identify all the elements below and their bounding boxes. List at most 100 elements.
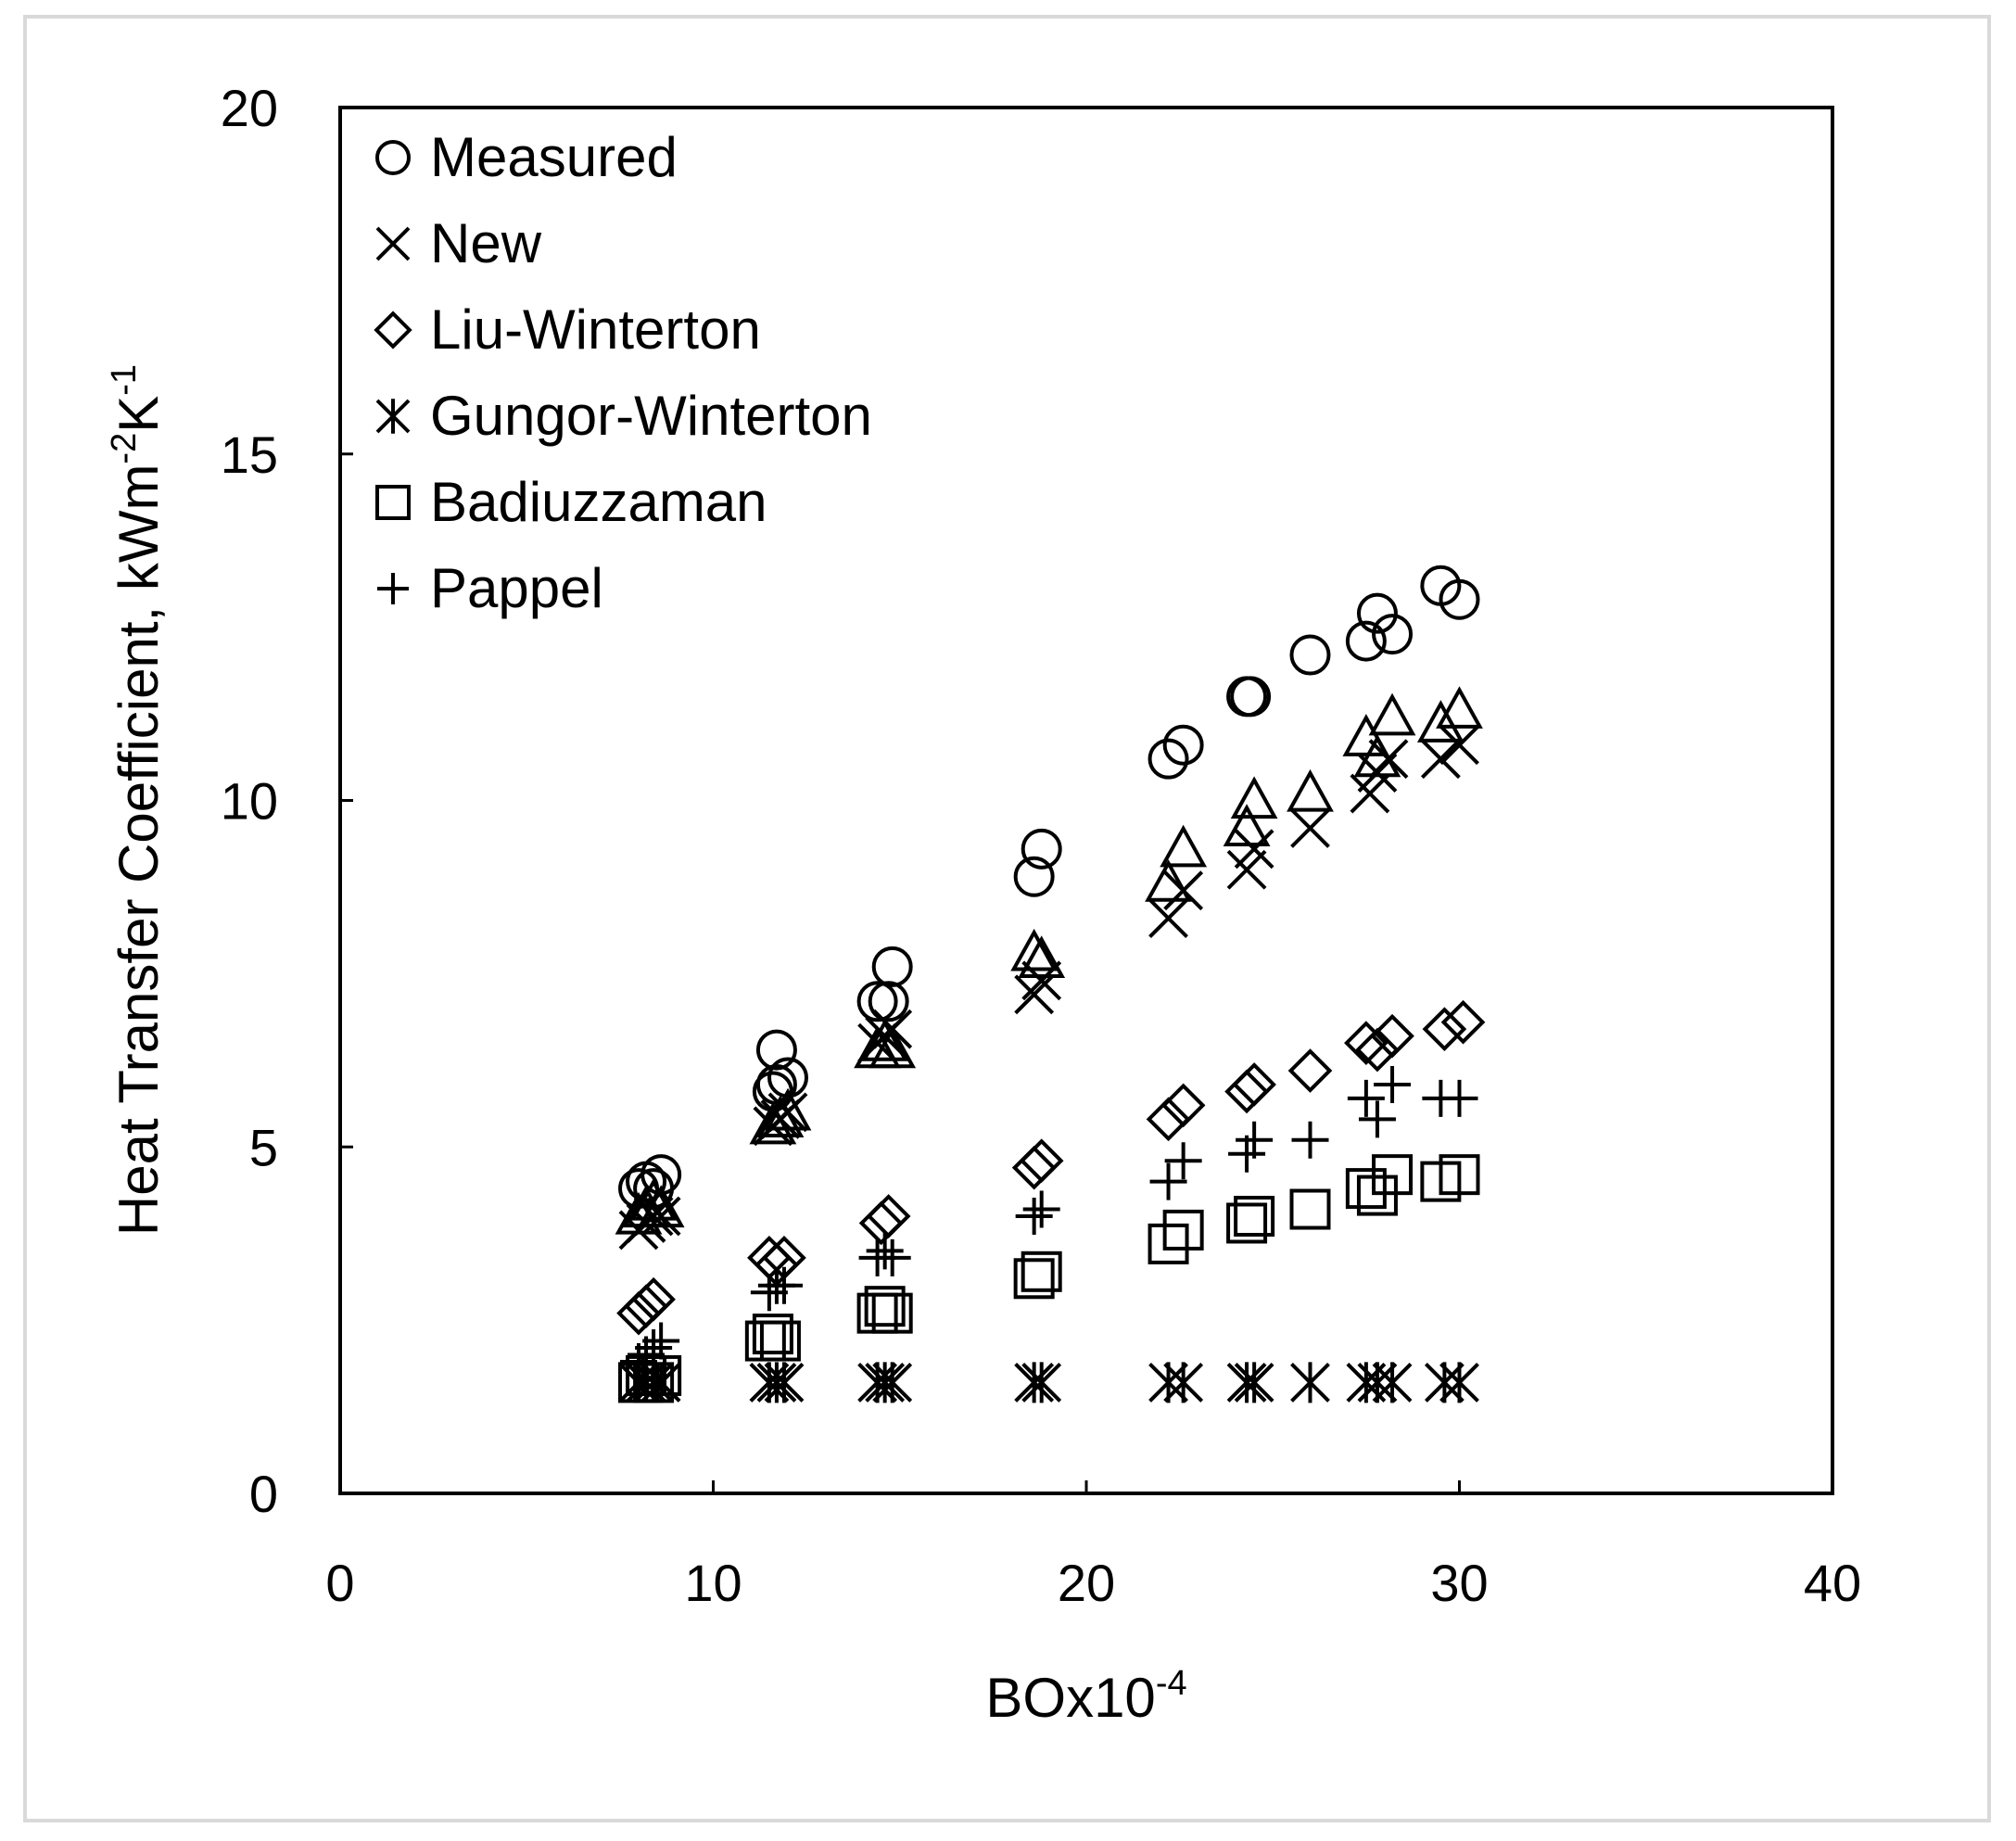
square-marker <box>1289 1188 1331 1230</box>
x-tick-label: 30 <box>1430 1554 1488 1612</box>
square-marker <box>1372 1154 1414 1196</box>
y-axis-label-main: Heat Transfer Coefficient, kWm <box>108 464 170 1237</box>
square-marker <box>864 1286 906 1327</box>
plus-marker <box>1440 1079 1478 1117</box>
legend-entry: Measured <box>375 126 678 188</box>
series-plus <box>620 1065 1478 1380</box>
legend-entry: Pappel <box>377 557 603 619</box>
x-tick-label: 10 <box>684 1554 742 1612</box>
asterisk-marker <box>1290 1362 1330 1403</box>
triangle-marker <box>1160 824 1208 868</box>
asterisk-marker <box>872 1362 913 1403</box>
diamond-marker <box>1287 1048 1333 1093</box>
y-axis-label-unit: K <box>108 396 170 433</box>
square-marker <box>752 1314 793 1355</box>
legend-label: Gungor-Winterton <box>430 385 872 447</box>
triangle-marker <box>869 1025 917 1069</box>
diamond-marker <box>1422 1007 1467 1052</box>
diamond-marker <box>1355 1027 1400 1073</box>
square-marker <box>1147 1223 1189 1264</box>
diamond-marker <box>858 1200 904 1246</box>
square-marker <box>1013 1258 1055 1300</box>
diamond-marker <box>1370 1013 1414 1059</box>
triangle-marker <box>1287 768 1334 812</box>
triangle-marker <box>629 1177 678 1221</box>
circle-marker <box>1147 738 1189 780</box>
x-axis-label: BOx10-4 <box>985 1664 1186 1729</box>
asterisk-marker <box>764 1362 805 1403</box>
diamond-marker <box>1160 1083 1206 1128</box>
diamond-marker <box>374 311 412 349</box>
diamond-marker <box>1440 999 1486 1045</box>
triangle-marker <box>1223 804 1271 846</box>
x-marker <box>1148 898 1188 938</box>
x-marker <box>1439 725 1479 766</box>
axis-ticks <box>338 106 1834 1495</box>
triangle-marker <box>1368 692 1416 736</box>
triangle-marker <box>756 1095 805 1137</box>
diamond-marker <box>1232 1062 1276 1107</box>
y-axis-label: Heat Transfer Coefficient, kWm-2K-1 <box>105 364 170 1236</box>
legend-label: Pappel <box>430 557 603 619</box>
diamond-marker <box>866 1194 911 1238</box>
x-tick-label: 0 <box>325 1554 354 1612</box>
y-axis-label-exponent-1: -2 <box>105 433 144 464</box>
diamond-marker <box>1344 1021 1388 1065</box>
diamond-marker <box>631 1276 676 1322</box>
legend-entry: Gungor-Winterton <box>375 385 872 447</box>
asterisk-marker <box>1372 1362 1413 1403</box>
x-marker <box>1234 829 1274 870</box>
circle-marker <box>755 1029 797 1071</box>
asterisk-marker <box>756 1362 797 1403</box>
plus-marker <box>642 1322 680 1360</box>
circle-marker <box>1230 676 1272 717</box>
x-marker <box>1226 849 1267 890</box>
legend-entry: Liu-Winterton <box>374 298 761 361</box>
square-marker <box>871 1292 913 1334</box>
asterisk-marker <box>1234 1362 1274 1403</box>
series-triangle <box>615 686 1483 1235</box>
plus-marker <box>1015 1198 1053 1235</box>
series-square <box>618 1154 1480 1403</box>
circle-marker <box>856 981 898 1022</box>
square-marker <box>1345 1168 1387 1210</box>
square-marker <box>1226 1202 1268 1244</box>
plus-marker <box>1374 1065 1412 1103</box>
x-marker <box>375 226 411 261</box>
plus-marker <box>1358 1100 1396 1138</box>
data-points <box>615 565 1486 1403</box>
circle-marker <box>767 1057 808 1098</box>
x-axis-label-main: BOx10 <box>985 1667 1155 1729</box>
circle-marker <box>1356 592 1398 634</box>
triangle-marker <box>1416 700 1464 743</box>
diamond-marker <box>1224 1069 1269 1114</box>
diamond-marker <box>1011 1145 1057 1190</box>
legend-label: Badiuzzaman <box>430 471 767 533</box>
plus-marker <box>873 1238 911 1276</box>
plus-marker <box>765 1266 803 1304</box>
asterisk-marker <box>1226 1362 1267 1403</box>
triangle-marker <box>861 1019 909 1061</box>
figure-frame <box>23 15 1991 1822</box>
circle-marker <box>868 981 909 1022</box>
diamond-marker <box>1146 1097 1191 1142</box>
triangle-marker <box>1010 928 1059 971</box>
plus-marker <box>1291 1121 1329 1159</box>
asterisk-marker <box>1163 1362 1204 1403</box>
asterisk-marker <box>865 1362 906 1403</box>
plus-marker <box>1149 1162 1187 1200</box>
square-marker <box>1356 1174 1398 1216</box>
plus-marker <box>1347 1079 1385 1117</box>
triangle-marker <box>1230 776 1278 819</box>
circle-marker <box>1439 578 1480 620</box>
legend-entry: New <box>375 212 542 274</box>
triangle-marker <box>749 1101 797 1145</box>
plus-marker <box>635 1329 673 1367</box>
square-marker <box>1234 1196 1275 1237</box>
y-tick-label: 10 <box>221 772 278 831</box>
triangle-marker <box>1353 734 1401 778</box>
square-marker <box>759 1320 801 1362</box>
circle-marker <box>1345 620 1387 662</box>
asterisk-marker <box>1014 1362 1055 1403</box>
